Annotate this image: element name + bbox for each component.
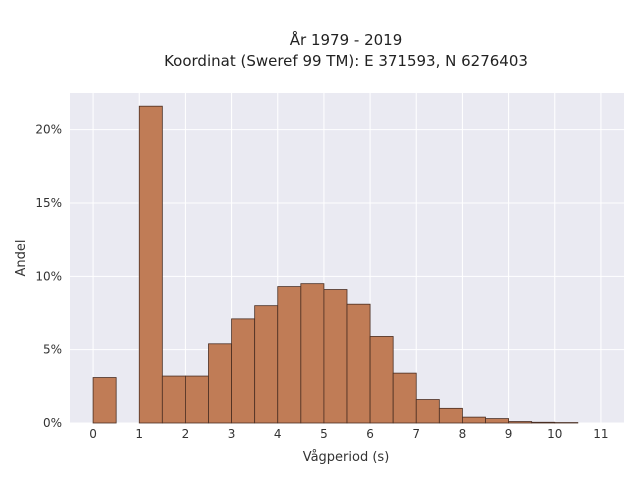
histogram-bar (277, 286, 302, 424)
histogram-bar (300, 283, 325, 424)
histogram-bar (138, 105, 163, 424)
y-tick-label: 15% (35, 196, 62, 210)
x-axis-ticks: 0 1 2 3 4 5 6 7 8 9 10 11 (89, 427, 608, 441)
y-tick-label: 0% (43, 416, 62, 430)
x-tick-label: 4 (274, 427, 282, 441)
x-tick-label: 7 (412, 427, 420, 441)
histogram-bar (92, 377, 117, 424)
y-tick-label: 20% (35, 123, 62, 137)
histogram-bar (462, 416, 486, 424)
histogram-bar (323, 289, 348, 424)
histogram-bar (508, 421, 533, 424)
histogram-bar (346, 303, 371, 424)
x-tick-label: 1 (135, 427, 143, 441)
x-tick-label: 0 (89, 427, 97, 441)
x-tick-label: 6 (366, 427, 374, 441)
histogram-bar (531, 421, 556, 424)
chart-title-line-1: År 1979 - 2019 (290, 30, 403, 49)
x-tick-label: 11 (593, 427, 608, 441)
y-axis-label: Andel (14, 240, 29, 277)
y-tick-label: 5% (43, 343, 62, 357)
y-tick-label: 10% (35, 269, 62, 283)
histogram-bar (438, 407, 463, 424)
histogram-bar (485, 418, 509, 424)
histogram-bar (208, 343, 232, 424)
histogram-bar (415, 399, 440, 424)
bars (92, 105, 579, 424)
histogram-bar (369, 336, 394, 424)
histogram-bar (392, 372, 417, 424)
x-tick-label: 10 (547, 427, 562, 441)
x-tick-label: 3 (228, 427, 236, 441)
chart-title-line-2: Koordinat (Sweref 99 TM): E 371593, N 62… (164, 52, 528, 70)
histogram-bar (161, 375, 186, 424)
histogram-bar (231, 318, 256, 424)
histogram-bar (185, 375, 209, 424)
x-tick-label: 8 (459, 427, 467, 441)
x-tick-label: 5 (320, 427, 328, 441)
x-axis-label: Vågperiod (s) (303, 450, 390, 465)
x-tick-label: 2 (182, 427, 190, 441)
x-tick-label: 9 (505, 427, 513, 441)
histogram-bar (254, 305, 279, 424)
y-axis-ticks: 0% 5% 10% 15% 20% (35, 123, 62, 430)
